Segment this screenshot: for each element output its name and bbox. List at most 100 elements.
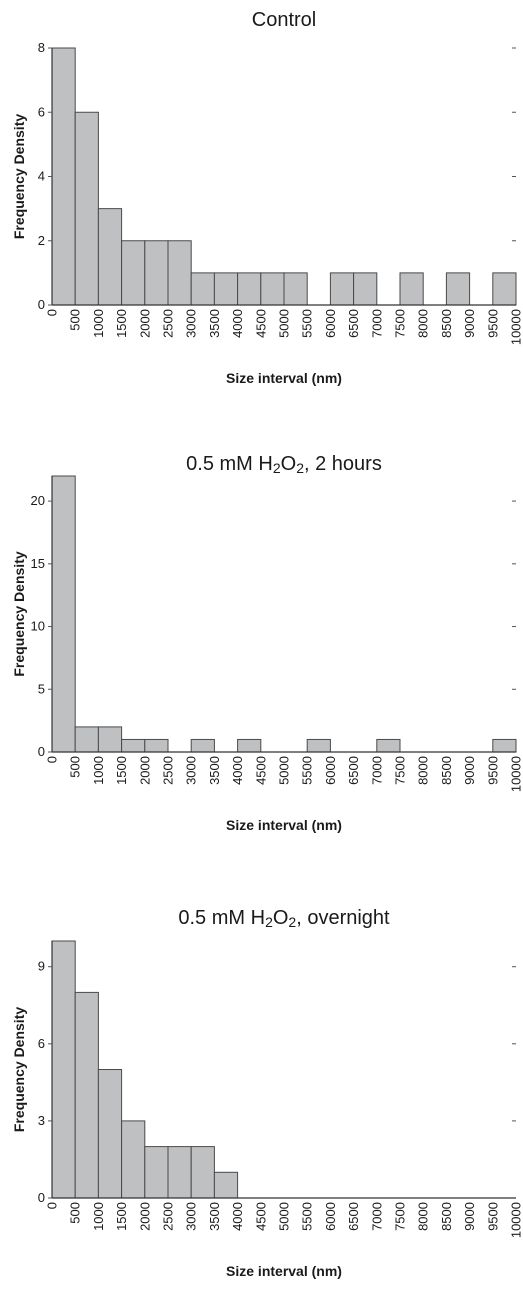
chart-title: 0.5 mM H2O2, overnight [178,907,390,930]
x-axis-label: Size interval (nm) [226,370,342,386]
x-tick-label: 9500 [485,756,500,785]
x-tick-label: 500 [68,309,83,331]
x-tick-label: 500 [68,756,83,778]
x-tick-label: 5500 [300,309,315,338]
x-tick-label: 5000 [277,756,292,785]
histogram-bar [446,273,469,305]
chart-title: 0.5 mM H2O2, 2 hours [186,453,382,476]
x-tick-label: 1500 [114,1202,129,1231]
y-tick-label: 15 [31,556,45,571]
histogram-bar [75,992,98,1198]
y-tick-label: 3 [38,1113,45,1128]
x-tick-label: 8000 [416,756,431,785]
y-axis-label: Frequency Density [11,114,27,239]
histogram-bar [214,273,237,305]
y-tick-label: 2 [38,233,45,248]
x-tick-label: 6500 [346,756,361,785]
x-tick-label: 3000 [184,1202,199,1231]
x-tick-label: 5500 [300,756,315,785]
histogram-bar [191,1147,214,1198]
histogram-bar [307,739,330,752]
histogram-bar [168,241,191,305]
x-tick-label: 6500 [346,1202,361,1231]
histogram-bar [191,739,214,752]
x-tick-label: 1000 [91,1202,106,1231]
x-tick-label: 10000 [509,1202,523,1238]
x-tick-label: 4000 [230,1202,245,1231]
histogram-bar [191,273,214,305]
x-tick-label: 2500 [161,756,176,785]
x-tick-label: 3500 [207,756,222,785]
x-tick-label: 10000 [509,756,523,792]
x-tick-label: 8500 [439,309,454,338]
x-tick-label: 3000 [184,309,199,338]
y-tick-label: 4 [38,169,45,184]
y-tick-label: 6 [38,104,45,119]
x-tick-label: 7500 [393,1202,408,1231]
x-tick-label: 10000 [509,309,523,345]
x-tick-label: 8000 [416,1202,431,1231]
y-tick-label: 20 [31,493,45,508]
histogram-bar [122,739,145,752]
x-tick-label: 2500 [161,309,176,338]
x-tick-label: 6500 [346,309,361,338]
y-tick-label: 9 [38,959,45,974]
y-axis-label: Frequency Density [11,551,27,676]
histogram-bar [122,241,145,305]
histogram-bar [354,273,377,305]
x-tick-label: 2500 [161,1202,176,1231]
x-tick-label: 1500 [114,309,129,338]
x-tick-label: 4500 [253,756,268,785]
histogram-bar [493,273,516,305]
x-tick-label: 500 [68,1202,83,1224]
x-tick-label: 9000 [462,1202,477,1231]
y-tick-label: 6 [38,1036,45,1051]
x-tick-label: 4000 [230,756,245,785]
histogram-bar [168,1147,191,1198]
histogram-bar [122,1121,145,1198]
x-tick-label: 0 [45,1202,60,1209]
histogram-bar [238,273,261,305]
x-tick-label: 9500 [485,309,500,338]
histogram-bar [145,739,168,752]
x-tick-label: 5000 [277,1202,292,1231]
x-tick-label: 7500 [393,309,408,338]
histogram-bar [52,941,75,1198]
histogram-bar [98,727,121,752]
x-tick-label: 2000 [137,309,152,338]
histogram-bar [52,476,75,752]
histogram-bar [145,241,168,305]
x-tick-label: 0 [45,756,60,763]
x-tick-label: 7500 [393,756,408,785]
histogram-bar [98,1070,121,1199]
x-tick-label: 6000 [323,1202,338,1231]
x-tick-label: 3500 [207,1202,222,1231]
histogram-bar [284,273,307,305]
x-tick-label: 7000 [369,309,384,338]
y-tick-label: 10 [31,619,45,634]
x-axis-label: Size interval (nm) [226,1263,342,1279]
x-tick-label: 7000 [369,1202,384,1231]
x-tick-label: 9000 [462,756,477,785]
x-tick-label: 2000 [137,1202,152,1231]
x-tick-label: 3000 [184,756,199,785]
histogram-bar [52,48,75,305]
x-tick-label: 6000 [323,309,338,338]
y-axis-label: Frequency Density [11,1007,27,1132]
chart-title: Control [252,9,316,31]
x-tick-label: 5500 [300,1202,315,1231]
x-tick-label: 5000 [277,309,292,338]
x-tick-label: 2000 [137,756,152,785]
x-tick-label: 1000 [91,309,106,338]
x-tick-label: 3500 [207,309,222,338]
x-axis-label: Size interval (nm) [226,817,342,833]
y-tick-label: 5 [38,681,45,696]
histogram-bar [377,739,400,752]
histogram-bar [400,273,423,305]
x-tick-label: 9500 [485,1202,500,1231]
histogram-bar [214,1172,237,1198]
